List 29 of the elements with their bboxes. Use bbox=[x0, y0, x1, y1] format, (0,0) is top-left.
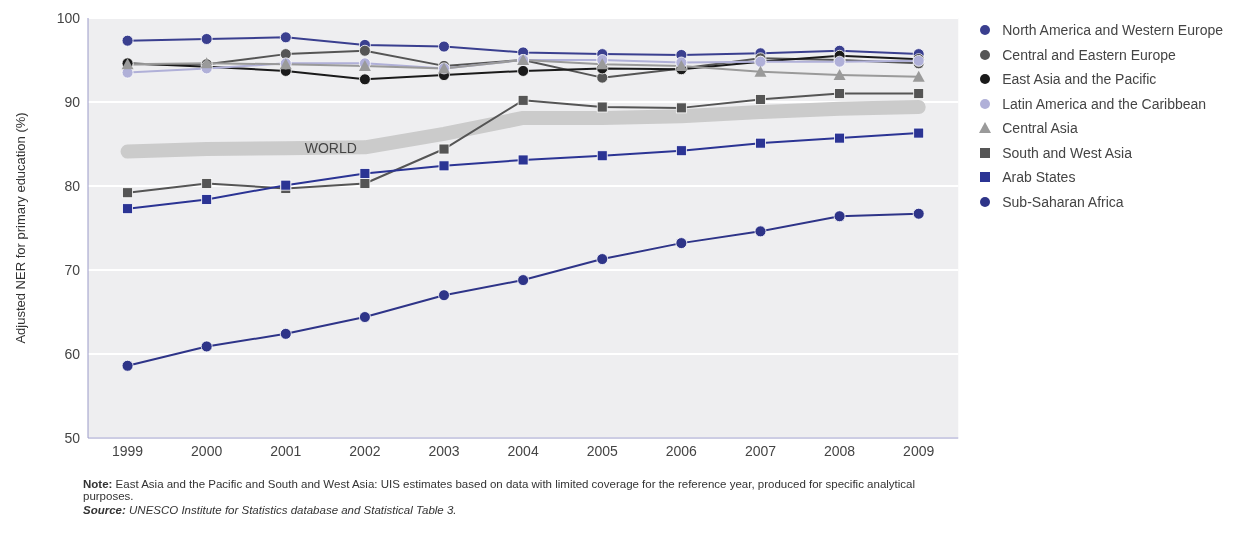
x-tick-label: 2003 bbox=[428, 442, 460, 459]
y-tick-label: 70 bbox=[64, 261, 81, 278]
legend-label: Central and Eastern Europe bbox=[1002, 46, 1176, 63]
x-tick-label: 2006 bbox=[665, 442, 698, 459]
series-label: WORLD bbox=[304, 140, 357, 157]
legend-label: East Asia and the Pacific bbox=[1002, 71, 1157, 88]
y-tick-label: 50 bbox=[64, 429, 81, 446]
x-tick-label: 2008 bbox=[824, 442, 856, 459]
y-tick-label: 90 bbox=[64, 93, 81, 110]
legend-label: Central Asia bbox=[1002, 120, 1078, 137]
legend-label: North America and Western Europe bbox=[1002, 22, 1223, 39]
legend-label: Arab States bbox=[1002, 169, 1076, 186]
x-tick-label: 2004 bbox=[507, 442, 539, 459]
x-tick-label: 2001 bbox=[270, 442, 302, 459]
x-tick-label: 2005 bbox=[586, 442, 619, 459]
x-tick-label: 2007 bbox=[744, 442, 777, 459]
legend-label: South and West Asia bbox=[1002, 144, 1132, 161]
y-tick-label: 100 bbox=[56, 9, 81, 26]
y-axis-title: Adjusted NER for primary education (%) bbox=[12, 112, 28, 344]
source-note: Source: UNESCO Institute for Statistics database and Statistical Table 3. bbox=[83, 504, 458, 516]
x-tick-label: 2009 bbox=[903, 442, 935, 459]
legend-label: Latin America and the Caribbean bbox=[1002, 95, 1207, 112]
y-tick-label: 80 bbox=[64, 177, 81, 194]
y-tick-label: 60 bbox=[64, 345, 81, 362]
x-tick-label: 1999 bbox=[111, 442, 144, 459]
text: Note: East Asia and the Pacific and South and West Asia: UIS estimates based on data with limited coverage for the reference year, produced for specific analytical purposes. bbox=[83, 478, 917, 502]
x-tick-label: 2002 bbox=[349, 442, 381, 459]
legend-label: Sub-Saharan Africa bbox=[1002, 193, 1124, 210]
x-tick-label: 2000 bbox=[191, 442, 223, 459]
